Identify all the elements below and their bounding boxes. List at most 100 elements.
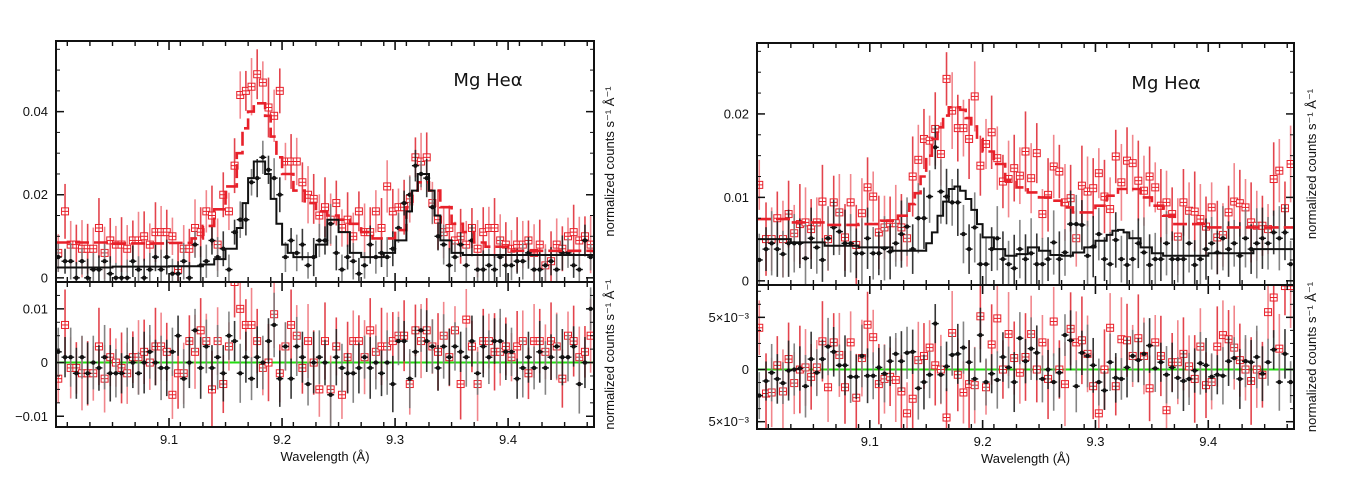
x-tick-label: 9.4: [499, 432, 517, 447]
black-residuals-point: [231, 338, 239, 344]
red-residuals-point: [863, 320, 872, 329]
black-data-point: [355, 271, 363, 276]
black-residuals-point: [818, 356, 826, 362]
red-data-point: [1038, 210, 1047, 219]
black-data-point: [1219, 236, 1227, 241]
red-data-point: [1224, 208, 1233, 217]
black-residuals-point: [151, 360, 159, 365]
red-data-point: [569, 228, 578, 237]
black-data-point: [971, 225, 979, 230]
black-residuals-point: [332, 354, 340, 360]
left-panel: 0 0.02 0.04 −0.01 0 0.01 9.1 9.2 9.3 9.4 Wavelengt…: [15, 40, 617, 464]
black-residuals-point: [943, 364, 951, 369]
red-data-point: [258, 78, 267, 87]
black-data-point: [1241, 236, 1249, 241]
black-residuals-point: [1134, 357, 1142, 363]
red-data-point: [1077, 181, 1086, 190]
black-data-point: [440, 242, 448, 247]
red-data-point: [275, 86, 284, 95]
red-data-point: [908, 172, 917, 181]
black-residuals-point: [993, 377, 1001, 383]
black-residuals-point: [1055, 370, 1063, 375]
red-data-point: [970, 92, 979, 101]
red-data-point: [202, 207, 211, 216]
black-data-point: [858, 251, 866, 256]
black-residuals-point: [852, 374, 860, 380]
black-data-point: [264, 167, 272, 173]
y-tick-label: −0.01: [15, 409, 48, 424]
black-residuals-point: [897, 358, 905, 364]
black-data-point: [1016, 246, 1024, 252]
black-residuals-point: [1270, 347, 1278, 352]
black-residuals-point: [976, 332, 984, 338]
top-plot-area: [56, 49, 594, 282]
black-residuals-point: [95, 365, 103, 371]
black-residuals-point: [1078, 350, 1086, 356]
red-residuals-point: [1145, 384, 1154, 393]
black-residuals-point: [264, 338, 272, 344]
black-residuals-point: [519, 365, 527, 371]
red-data-point: [1196, 215, 1205, 224]
red-residuals-point: [304, 337, 313, 346]
black-data-point: [1287, 261, 1294, 267]
black-data-point: [1270, 230, 1278, 235]
black-residuals-point: [920, 379, 928, 385]
black-residuals-point: [1044, 367, 1052, 372]
red-residuals-point: [247, 320, 256, 329]
black-residuals-point: [1022, 358, 1029, 364]
red-residuals-point: [337, 390, 346, 399]
red-data-point: [298, 178, 307, 187]
y-tick-label: 0: [742, 362, 749, 377]
red-residuals-point: [513, 342, 522, 351]
red-data-point: [1010, 164, 1019, 173]
black-data-point: [779, 251, 787, 257]
black-data-point: [135, 267, 143, 272]
black-data-point: [802, 256, 810, 261]
black-residuals-point: [570, 344, 578, 349]
black-data-point: [1185, 241, 1193, 246]
red-data-point: [354, 207, 363, 216]
black-residuals-point: [361, 354, 369, 360]
black-residuals-point: [214, 354, 222, 360]
red-residuals-point: [1094, 409, 1103, 418]
red-data-point: [94, 223, 103, 232]
red-data-point: [1134, 176, 1143, 185]
x-tick-label: 9.4: [1199, 434, 1217, 449]
black-residuals-point: [123, 354, 131, 360]
black-residuals-point: [1067, 338, 1075, 343]
black-residuals-point: [338, 365, 346, 371]
red-data-point: [61, 207, 70, 216]
black-data-point: [937, 189, 945, 194]
red-data-point: [1145, 172, 1154, 181]
black-residuals-point: [1185, 376, 1193, 382]
red-data-point: [914, 155, 923, 164]
black-residuals-point: [72, 371, 80, 376]
black-data-point: [338, 267, 346, 272]
red-data-point: [473, 244, 482, 253]
black-data-point: [1027, 251, 1035, 256]
red-data-point: [224, 207, 233, 216]
black-data-point: [1179, 256, 1187, 262]
y-tick-label: 5×10⁻³: [709, 414, 750, 429]
black-residuals-point: [417, 328, 425, 333]
black-data-point: [999, 256, 1007, 262]
black-data-point: [768, 241, 776, 246]
black-residuals-point: [67, 354, 75, 360]
black-data-point: [457, 242, 465, 247]
red-data-point: [321, 203, 329, 212]
black-data-point: [270, 175, 278, 181]
black-data-point: [253, 175, 261, 181]
black-residuals-point: [1027, 346, 1035, 351]
red-residuals-point: [1269, 293, 1278, 302]
black-residuals-point: [1033, 350, 1041, 356]
top-plot-area: [757, 52, 1294, 285]
y-axis-title-bottom: normalized counts s⁻¹ Å⁻¹: [1304, 281, 1319, 432]
red-model-curve: [56, 102, 594, 253]
red-data-point: [315, 211, 324, 220]
black-residuals-point: [813, 370, 821, 375]
black-residuals-point: [366, 365, 374, 371]
red-residuals-point: [908, 394, 917, 403]
bottom-plot-area: [757, 285, 1294, 429]
y-tick-label: 0: [742, 273, 749, 288]
black-data-point: [1055, 256, 1063, 262]
